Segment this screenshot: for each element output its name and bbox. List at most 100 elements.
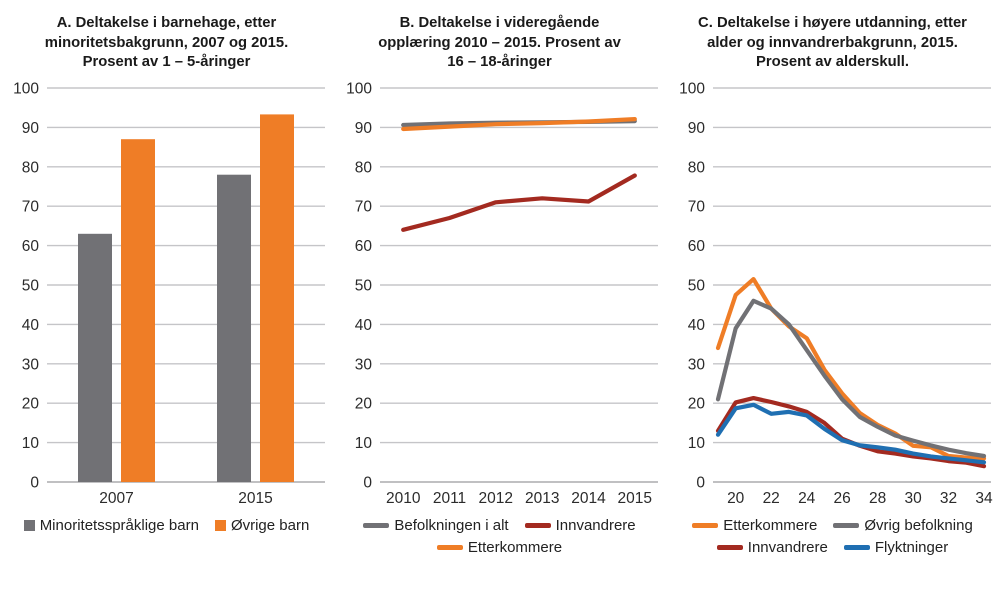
y-tick-label: 90 bbox=[355, 120, 373, 137]
legend-label: Innvandrere bbox=[555, 517, 636, 534]
y-tick-label: 40 bbox=[688, 317, 706, 334]
chart-c-canvas: 0 10 20 30 40 50 60 70 80 90 100 20 22 24 26 28 30 32 34 bbox=[667, 78, 998, 512]
y-tick-label: 50 bbox=[22, 278, 40, 295]
y-tick-label: 30 bbox=[22, 356, 40, 373]
y-tick-label: 100 bbox=[346, 81, 372, 98]
legend-label: Minoritetsspråklige barn bbox=[39, 517, 199, 534]
legend-item: Flyktninger bbox=[843, 539, 948, 556]
x-tick-label: 32 bbox=[940, 490, 957, 507]
legend-item: Minoritetsspråklige barn bbox=[23, 517, 199, 534]
panel-c-hoyere-utdanning: C. Deltakelse i høyere utdanning, etter … bbox=[666, 8, 999, 556]
legend-label: Etterkommere bbox=[723, 517, 818, 534]
y-tick-label: 50 bbox=[355, 278, 373, 295]
chart-title-a: A. Deltakelse i barnehage, etter minorit… bbox=[44, 15, 289, 71]
x-tick-label: 20 bbox=[727, 490, 745, 507]
legend-row: Befolkningen i alt Innvandrere bbox=[333, 517, 666, 534]
y-tick-label: 70 bbox=[688, 199, 706, 216]
x-tick-label: 2011 bbox=[433, 490, 466, 507]
y-tick-label: 60 bbox=[688, 238, 706, 255]
legend-label: Øvrig befolkning bbox=[864, 517, 973, 534]
bar-gray-2007 bbox=[78, 233, 112, 482]
legend-item: Øvrig befolkning bbox=[833, 517, 973, 534]
series-line-dark_red bbox=[401, 173, 637, 232]
legend-swatch-icon bbox=[23, 520, 35, 531]
y-tick-label: 20 bbox=[688, 396, 706, 413]
chart-svg-videregaende: 0 10 20 30 40 50 60 70 80 90 100 2010 2011 2012 2013 20… bbox=[346, 81, 658, 507]
x-tick-label: 22 bbox=[763, 490, 780, 507]
y-tick-label: 70 bbox=[22, 199, 40, 216]
series-line-gray bbox=[715, 298, 987, 459]
figure-panels: A. Deltakelse i barnehage, etter minorit… bbox=[0, 8, 999, 556]
x-tick-label: 2015 bbox=[618, 490, 652, 507]
bar-orange-2007 bbox=[121, 139, 155, 482]
x-tick-label: 34 bbox=[975, 490, 993, 507]
x-tick-label: 26 bbox=[833, 490, 850, 507]
chart-svg-hoyere-utdanning: 0 10 20 30 40 50 60 70 80 90 100 20 22 24 26 28 30 32 34 bbox=[679, 81, 993, 508]
series-line-orange bbox=[401, 116, 637, 132]
chart-b-canvas: 0 10 20 30 40 50 60 70 80 90 100 2010 2011 2012 2013 20… bbox=[334, 78, 665, 512]
legend-line-icon bbox=[436, 545, 463, 550]
panel-b-videregaende: B. Deltakelse i videregående opplæring 2… bbox=[333, 8, 666, 556]
legend-item: Etterkommere bbox=[692, 517, 817, 534]
legend-label: Befolkningen i alt bbox=[394, 517, 509, 534]
chart-title-b: B. Deltakelse i videregående opplæring 2… bbox=[378, 15, 621, 71]
y-tick-label: 0 bbox=[696, 475, 705, 492]
legend-label: Øvrige barn bbox=[230, 517, 310, 534]
chart-c-legend: Etterkommere Øvrig befolkning Innvandrere F… bbox=[666, 512, 999, 556]
chart-a-canvas: 0 10 20 30 40 50 60 70 80 90 100 2007 2015 bbox=[1, 78, 332, 512]
legend-item: Innvandrere bbox=[524, 517, 636, 534]
legend-swatch-icon bbox=[214, 520, 226, 531]
y-tick-label: 20 bbox=[22, 396, 40, 413]
y-tick-label: 20 bbox=[355, 396, 373, 413]
legend-row: Etterkommere Øvrig befolkning bbox=[666, 517, 999, 534]
x-tick-label: 28 bbox=[869, 490, 886, 507]
y-tick-label: 80 bbox=[22, 159, 40, 176]
legend-line-icon bbox=[363, 523, 390, 528]
legend-line-icon bbox=[843, 545, 870, 550]
y-tick-label: 90 bbox=[688, 120, 706, 137]
y-tick-label: 100 bbox=[679, 81, 705, 98]
legend-line-icon bbox=[716, 545, 743, 550]
y-tick-label: 10 bbox=[22, 435, 40, 452]
series-line-blue bbox=[715, 402, 987, 465]
y-tick-label: 60 bbox=[22, 238, 40, 255]
chart-b-legend: Befolkningen i alt Innvandrere Etterkommer… bbox=[333, 512, 666, 556]
x-tick-label: 2014 bbox=[571, 490, 606, 507]
y-tick-label: 40 bbox=[355, 317, 373, 334]
legend-line-icon bbox=[692, 523, 719, 528]
x-tick-label: 2010 bbox=[386, 490, 421, 507]
legend-row: Innvandrere Flyktninger bbox=[666, 539, 999, 556]
x-tick-label: 2013 bbox=[525, 490, 559, 507]
y-tick-label: 10 bbox=[355, 435, 373, 452]
bar-gray-2015 bbox=[217, 174, 251, 482]
series-line-orange bbox=[715, 277, 987, 461]
legend-item: Øvrige barn bbox=[214, 517, 310, 534]
x-tick-label: 2012 bbox=[479, 490, 513, 507]
legend-row: Minoritetsspråklige barn Øvrige barn bbox=[0, 517, 333, 534]
legend-line-icon bbox=[833, 523, 860, 528]
legend-label: Innvandrere bbox=[747, 539, 828, 556]
x-tick-label: 30 bbox=[904, 490, 922, 507]
legend-row: Etterkommere bbox=[333, 539, 666, 556]
y-tick-label: 30 bbox=[355, 356, 373, 373]
panel-a-barnehage: A. Deltakelse i barnehage, etter minorit… bbox=[0, 8, 333, 556]
y-tick-label: 60 bbox=[355, 238, 373, 255]
legend-item: Befolkningen i alt bbox=[363, 517, 509, 534]
y-tick-label: 100 bbox=[13, 81, 39, 98]
y-tick-label: 90 bbox=[22, 120, 40, 137]
chart-svg-barnehage: 0 10 20 30 40 50 60 70 80 90 100 2007 2015 bbox=[13, 81, 325, 507]
y-tick-label: 50 bbox=[688, 278, 706, 295]
legend-label: Etterkommere bbox=[467, 539, 563, 556]
y-tick-label: 30 bbox=[688, 356, 706, 373]
chart-title-c: C. Deltakelse i høyere utdanning, etter … bbox=[698, 15, 967, 71]
x-tick-label: 2007 bbox=[99, 490, 133, 507]
y-tick-label: 80 bbox=[355, 159, 373, 176]
y-tick-label: 0 bbox=[363, 475, 372, 492]
y-tick-label: 70 bbox=[355, 199, 373, 216]
y-tick-label: 0 bbox=[30, 475, 39, 492]
bar-orange-2015 bbox=[260, 114, 294, 483]
y-tick-label: 80 bbox=[688, 159, 706, 176]
legend-item: Innvandrere bbox=[716, 539, 828, 556]
x-tick-label: 24 bbox=[798, 490, 816, 507]
legend-line-icon bbox=[524, 523, 551, 528]
